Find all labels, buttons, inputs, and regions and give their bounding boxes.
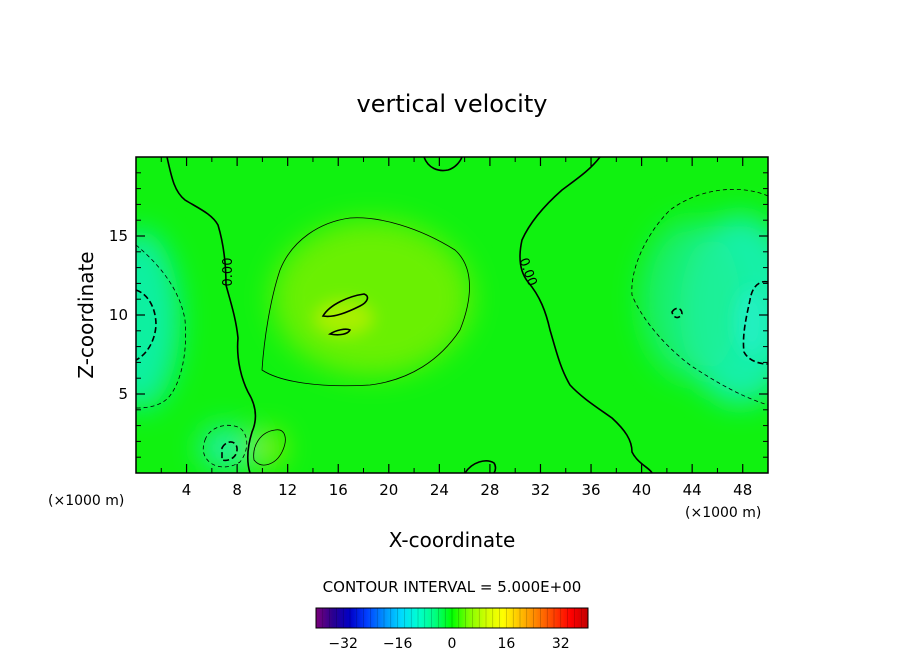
x-tick-label: 36 <box>581 481 600 499</box>
colorbar-tick-label: 32 <box>552 636 570 652</box>
colorbar-tick-label: 0 <box>448 636 457 652</box>
y-tick-label: 5 <box>118 385 128 403</box>
contour-label-left: 0.00 <box>221 258 236 287</box>
chart-title: vertical velocity <box>357 90 548 118</box>
x-tick-label: 4 <box>182 481 192 499</box>
y-tick-label: 15 <box>109 227 128 245</box>
x-tick-label: 48 <box>733 481 752 499</box>
x-unit-left: (×1000 m) <box>48 493 124 509</box>
x-tick-label: 20 <box>379 481 398 499</box>
colorbar-tick-label: −32 <box>328 636 358 652</box>
y-axis-ticks: 5 10 15 <box>109 172 768 458</box>
contour-interval-text: CONTOUR INTERVAL = 5.000E+00 <box>323 578 582 596</box>
x-tick-label: 28 <box>480 481 499 499</box>
colorbar <box>315 607 589 629</box>
colorbar-gradient <box>315 607 589 629</box>
colorbar-ticks: −32 −16 0 16 32 <box>328 636 569 652</box>
colorbar-tick-label: −16 <box>383 636 413 652</box>
colorbar-tick-label: 16 <box>497 636 515 652</box>
x-tick-label: 8 <box>232 481 242 499</box>
x-axis-ticks: 4 8 12 16 20 24 28 32 36 40 44 48 <box>160 157 752 499</box>
x-tick-label: 44 <box>683 481 702 499</box>
y-axis-label: Z-coordinate <box>74 251 98 378</box>
x-tick-label: 16 <box>329 481 348 499</box>
x-tick-label: 40 <box>632 481 651 499</box>
plot-area: 0.00 0.00 <box>136 157 768 473</box>
x-unit-right: (×1000 m) <box>685 505 761 521</box>
x-tick-label: 32 <box>531 481 550 499</box>
y-tick-label: 10 <box>109 306 128 324</box>
x-tick-label: 24 <box>430 481 449 499</box>
x-tick-label: 12 <box>278 481 297 499</box>
x-axis-label: X-coordinate <box>389 528 516 552</box>
